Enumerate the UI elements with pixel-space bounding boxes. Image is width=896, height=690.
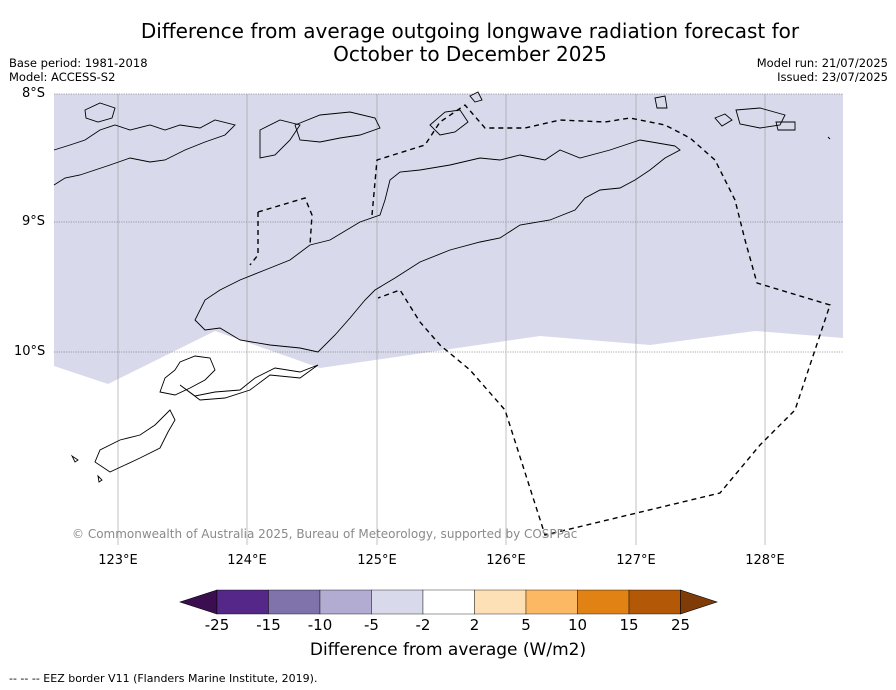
colorbar: -25 -15 -10 -5 -2 2 5 10 15 25	[179, 589, 718, 634]
model-name: Model: ACCESS-S2	[9, 70, 116, 84]
colorbar-swatch	[371, 589, 424, 615]
lon-label-128e: 128°E	[745, 553, 785, 568]
lat-label-9s: 9°S	[22, 214, 46, 229]
meta-left: Base period: 1981-2018 Model: ACCESS-S2	[9, 56, 148, 84]
colorbar-swatch	[216, 589, 269, 615]
colorbar-swatch	[268, 589, 321, 615]
eez-border	[249, 104, 831, 536]
colorbar-title: Difference from average (W/m2)	[309, 640, 587, 660]
model-run: Model run: 21/07/2025	[756, 56, 888, 70]
title-line-1: Difference from average outgoing longwav…	[140, 19, 800, 43]
colorbar-swatch	[474, 589, 527, 615]
lat-label-8s: 8°S	[22, 86, 46, 101]
anomaly-shading	[54, 94, 843, 384]
colorbar-tick-label: 15	[619, 616, 638, 634]
colorbar-swatch	[319, 589, 372, 615]
meta-right: Model run: 21/07/2025 Issued: 23/07/2025	[757, 56, 888, 84]
timor-coast	[194, 139, 681, 353]
lat-label-10s: 10°S	[14, 344, 46, 359]
copyright-notice: © Commonwealth of Australia 2025, Bureau…	[72, 527, 578, 541]
colorbar-tick-label: -15	[256, 616, 281, 634]
gridlines	[54, 93, 843, 353]
colorbar-tick-label: -5	[364, 616, 379, 634]
lon-label-124e: 124°E	[227, 553, 267, 568]
lon-label-126e: 126°E	[486, 553, 526, 568]
colorbar-swatch	[628, 589, 681, 615]
colorbar-swatch	[525, 589, 578, 615]
lon-label-125e: 125°E	[357, 553, 397, 568]
sumba-coast	[94, 409, 176, 473]
colorbar-tick-label: 25	[671, 616, 690, 634]
lon-label-127e: 127°E	[616, 553, 656, 568]
colorbar-tick-label: 10	[568, 616, 587, 634]
colorbar-tick-label: -10	[308, 616, 333, 634]
lon-label-123e: 123°E	[98, 553, 138, 568]
northern-islands-coast	[53, 119, 236, 186]
title-line-2: October to December 2025	[333, 42, 607, 66]
south-island-coast-2	[179, 364, 319, 401]
colorbar-tick-label: -2	[416, 616, 431, 634]
colorbar-tick-label: 2	[470, 616, 480, 634]
south-island-coast	[159, 355, 216, 396]
eez-footnote: -- -- -- EEZ border V11 (Flanders Marine…	[9, 672, 318, 685]
base-period: Base period: 1981-2018	[9, 56, 148, 70]
chart-title: Difference from average outgoing longwav…	[60, 20, 880, 66]
coastlines	[53, 91, 831, 483]
colorbar-swatch	[422, 589, 475, 615]
colorbar-swatch	[577, 589, 630, 615]
issued-date: Issued: 23/07/2025	[777, 70, 888, 84]
colorbar-tick-label: 5	[521, 616, 531, 634]
colorbar-extend-low	[179, 589, 218, 615]
colorbar-tick-label: -25	[205, 616, 230, 634]
colorbar-extend-high	[680, 589, 718, 615]
